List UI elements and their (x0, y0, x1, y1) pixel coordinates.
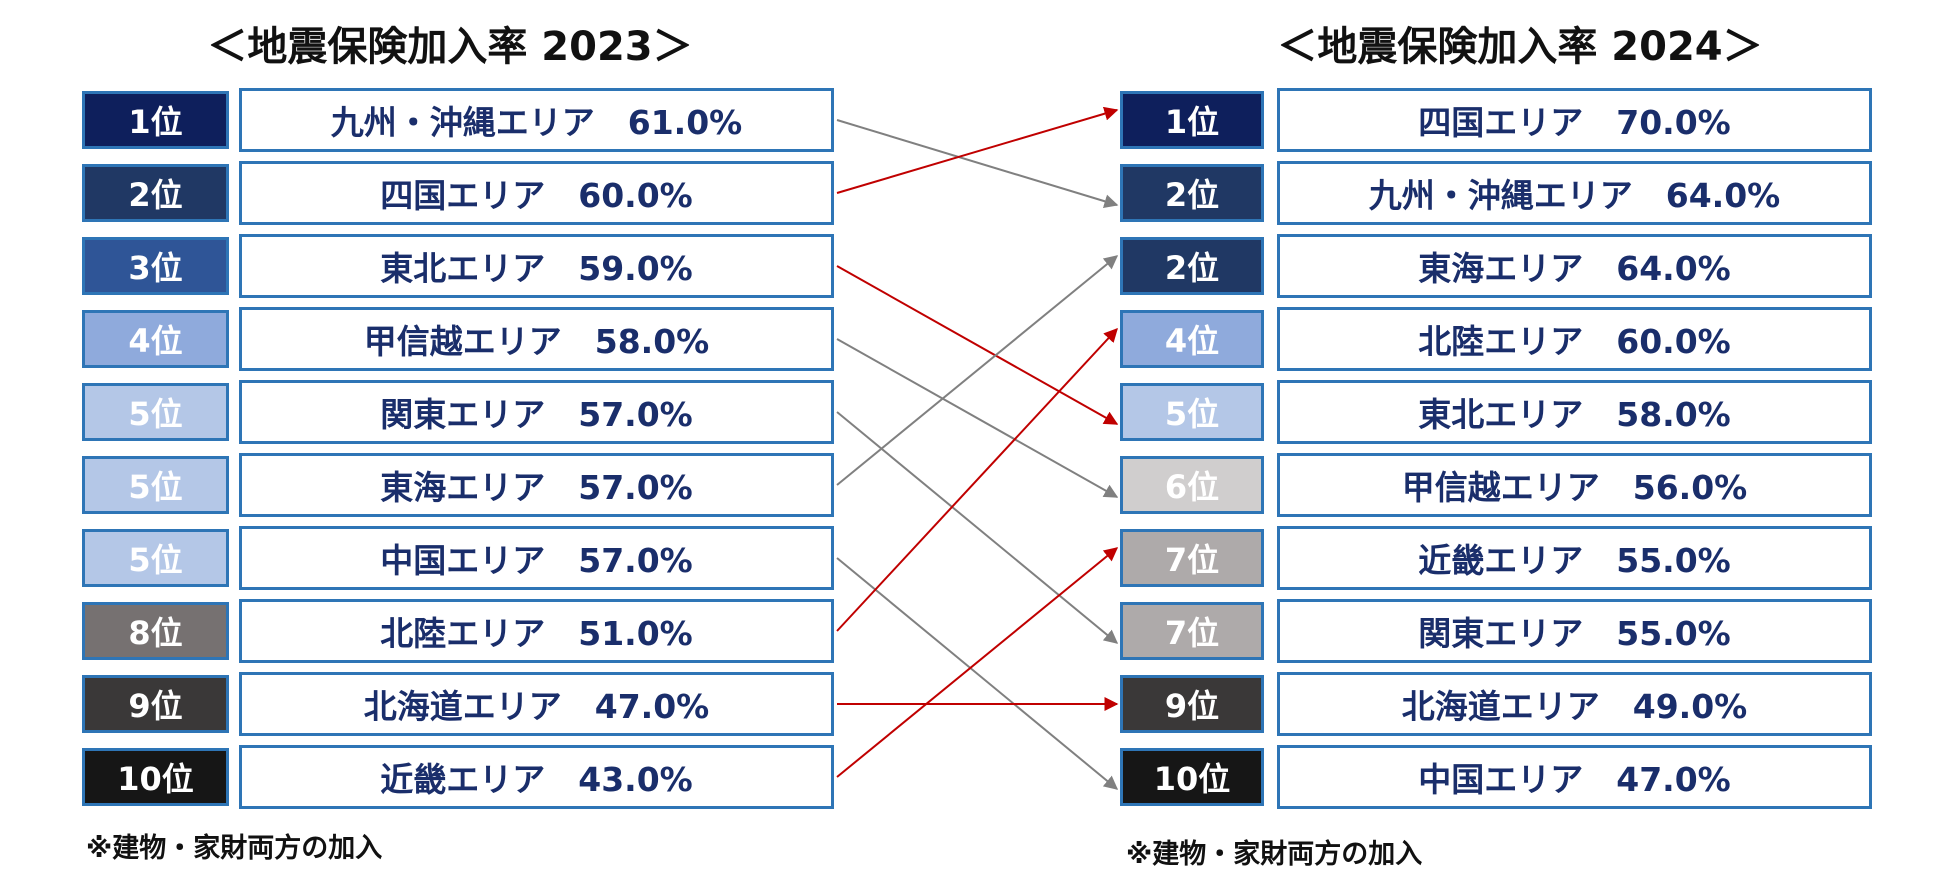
region-rate: 東海エリア 57.0% (239, 453, 834, 517)
rank-badge: 5位 (82, 456, 229, 514)
region-rate: 九州・沖縄エリア 61.0% (239, 88, 834, 152)
rank-badge: 7位 (1120, 602, 1264, 660)
rank-badge: 5位 (82, 529, 229, 587)
rank-change-arrow (836, 265, 1119, 425)
region-rate: 東海エリア 64.0% (1277, 234, 1872, 298)
rank-badge: 9位 (1120, 675, 1264, 733)
region-rate: 北陸エリア 60.0% (1277, 307, 1872, 371)
region-rate: 北海道エリア 49.0% (1277, 672, 1872, 736)
rank-badge: 2位 (1120, 164, 1264, 222)
rank-badge: 4位 (82, 310, 229, 368)
left-note: ※建物・家財両方の加入 (86, 833, 383, 864)
rank-badge: 10位 (82, 748, 229, 806)
rank-change-arrow (836, 557, 1119, 790)
rank-badge: 1位 (1120, 91, 1264, 149)
region-rate: 中国エリア 47.0% (1277, 745, 1872, 809)
rank-badge: 7位 (1120, 529, 1264, 587)
rank-badge: 3位 (82, 237, 229, 295)
region-rate: 近畿エリア 43.0% (239, 745, 834, 809)
region-rate: 北海道エリア 47.0% (239, 672, 834, 736)
rank-change-arrow (836, 106, 1119, 194)
region-rate: 中国エリア 57.0% (239, 526, 834, 590)
region-rate: 甲信越エリア 56.0% (1277, 453, 1872, 517)
region-rate: 近畿エリア 55.0% (1277, 526, 1872, 590)
rank-badge: 5位 (82, 383, 229, 441)
rank-badge: 5位 (1120, 383, 1264, 441)
region-rate: 東北エリア 58.0% (1277, 380, 1872, 444)
rank-change-arrow (836, 119, 1119, 209)
region-rate: 北陸エリア 51.0% (239, 599, 834, 663)
region-rate: 四国エリア 70.0% (1277, 88, 1872, 152)
rank-badge: 2位 (1120, 237, 1264, 295)
rank-change-arrow (836, 411, 1119, 644)
region-rate: 関東エリア 57.0% (239, 380, 834, 444)
rank-change-arrow (836, 547, 1119, 778)
rank-badge: 2位 (82, 164, 229, 222)
rank-change-arrow (836, 327, 1118, 632)
rank-change-arrow (836, 338, 1119, 498)
region-rate: 東北エリア 59.0% (239, 234, 834, 298)
rank-badge: 10位 (1120, 748, 1264, 806)
right-title: ＜地震保険加入率 2024＞ (1277, 24, 1763, 70)
rank-badge: 4位 (1120, 310, 1264, 368)
rank-change-arrow (836, 255, 1119, 486)
region-rate: 甲信越エリア 58.0% (239, 307, 834, 371)
region-rate: 四国エリア 60.0% (239, 161, 834, 225)
left-title: ＜地震保険加入率 2023＞ (207, 24, 693, 70)
rank-badge: 9位 (82, 675, 229, 733)
rank-badge: 8位 (82, 602, 229, 660)
arrow-group (836, 106, 1119, 790)
region-rate: 関東エリア 55.0% (1277, 599, 1872, 663)
rank-badge: 1位 (82, 91, 229, 149)
region-rate: 九州・沖縄エリア 64.0% (1277, 161, 1872, 225)
right-note: ※建物・家財両方の加入 (1126, 839, 1423, 870)
rank-badge: 6位 (1120, 456, 1264, 514)
